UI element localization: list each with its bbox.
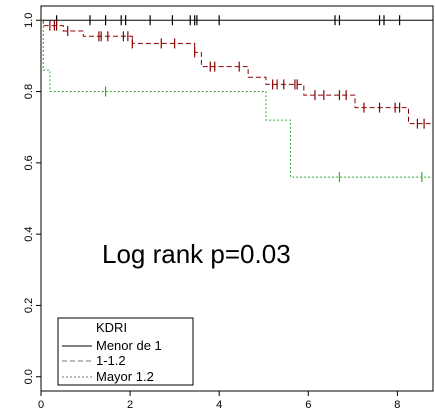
y-tick-label-0.2: 0.2 [23, 298, 35, 313]
legend-label-mayor-1-2: Mayor 1.2 [96, 369, 154, 384]
y-tick-label-0.6: 0.6 [23, 155, 35, 170]
x-axis: 0 2 4 6 8 [38, 391, 400, 411]
x-tick-label-0: 0 [38, 399, 44, 411]
y-axis: 0.0 0.2 0.4 0.6 0.8 1.0 [23, 13, 41, 384]
x-tick-label-2: 2 [127, 399, 133, 411]
legend-box [57, 317, 194, 386]
y-tick-label-0.4: 0.4 [23, 226, 35, 241]
censor-marks [49, 15, 425, 183]
logrank-annotation: Log rank p=0.03 [102, 239, 291, 269]
curve-1-1-2 [41, 19, 433, 125]
curve-mayor-1-2 [41, 19, 433, 178]
x-tick-label-4: 4 [216, 399, 222, 411]
legend-label-menor-de-1: Menor de 1 [96, 338, 162, 353]
survival-curves [41, 19, 433, 178]
legend-title: KDRI [96, 320, 127, 335]
x-tick-label-6: 6 [305, 399, 311, 411]
y-tick-label-0.8: 0.8 [23, 84, 35, 99]
plot-frame [40, 5, 434, 392]
legend-label-1-1-2: 1-1.2 [96, 353, 126, 368]
y-tick-label-1.0: 1.0 [23, 13, 35, 28]
legend: KDRI Menor de 1 1-1.2 Mayor 1.2 [57, 317, 194, 386]
y-tick-label-0.0: 0.0 [23, 369, 35, 384]
x-tick-label-8: 8 [394, 399, 400, 411]
